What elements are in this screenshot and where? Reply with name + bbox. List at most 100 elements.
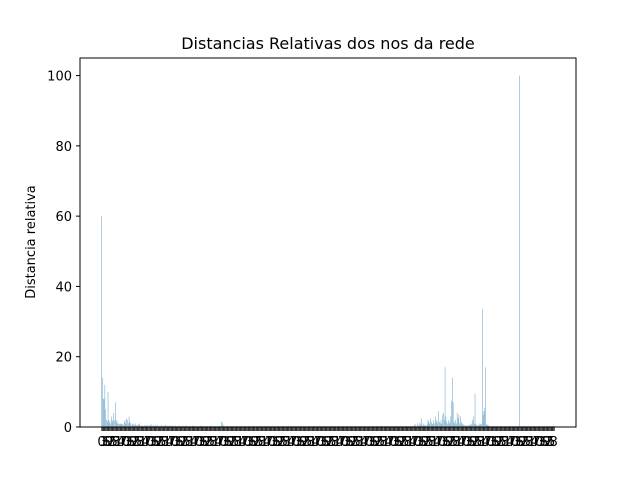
bar: [120, 424, 122, 427]
x-tick-label: 2: [423, 435, 431, 450]
x-tick-label: 0: [535, 435, 543, 450]
bar: [508, 425, 510, 427]
bar: [422, 423, 424, 427]
bar: [162, 425, 163, 427]
x-tick-label: 2: [204, 435, 212, 450]
x-tick-label: 4: [117, 435, 125, 450]
x-tick-label: 7: [314, 435, 322, 450]
bar: [302, 425, 304, 427]
bar: [528, 425, 529, 427]
bar: [477, 425, 479, 427]
bar: [146, 424, 148, 427]
bar: [320, 425, 322, 427]
bar: [168, 425, 170, 427]
x-tick-label: 0: [243, 435, 251, 450]
bar: [456, 423, 457, 427]
bar: [233, 425, 234, 427]
bar: [434, 423, 435, 427]
bar: [457, 418, 459, 427]
x-tick-label: 9: [445, 435, 453, 450]
x-tick-label: 0: [340, 435, 348, 450]
bar: [140, 425, 141, 427]
x-tick-label: 6: [321, 435, 329, 450]
bar: [430, 418, 431, 427]
x-tick-label: 1: [455, 435, 463, 450]
bar: [281, 425, 283, 427]
x-tick-label: 0: [146, 435, 154, 450]
bar: [132, 424, 133, 427]
bar: [221, 422, 223, 427]
x-tick-label: 1: [187, 435, 195, 450]
bar: [165, 424, 166, 427]
bar: [482, 309, 483, 427]
x-tick-label: 2: [520, 435, 528, 450]
bar: [190, 425, 192, 427]
bar: [359, 425, 361, 427]
x-tick-label: 8: [136, 435, 144, 450]
bar: [192, 425, 194, 427]
bar: [454, 423, 456, 427]
x-tick-label: 7: [532, 435, 540, 450]
bar: [157, 425, 159, 427]
bar: [109, 421, 110, 427]
bar: [244, 425, 246, 427]
x-tick-label: 7: [265, 435, 273, 450]
bar: [293, 425, 294, 427]
bar: [294, 425, 296, 427]
bar: [309, 425, 311, 427]
bar: [418, 425, 420, 427]
bar: [238, 425, 239, 427]
bar: [126, 418, 128, 427]
bar: [392, 425, 393, 427]
x-tick-label: 4: [360, 435, 368, 450]
y-axis-label: Distancia relativa: [24, 185, 39, 299]
x-tick-label: 3: [319, 435, 327, 450]
x-tick-label: 0: [122, 435, 130, 450]
bar: [443, 412, 444, 427]
bar: [418, 425, 419, 427]
bar: [451, 400, 452, 427]
bar: [400, 425, 401, 427]
bar: [471, 423, 473, 427]
bar: [104, 384, 106, 427]
bar: [114, 419, 115, 427]
bar: [184, 425, 186, 427]
bar: [327, 425, 328, 427]
bar: [259, 425, 260, 427]
x-tick-label: 6: [224, 435, 232, 450]
bar: [298, 425, 299, 427]
bar: [533, 425, 534, 427]
x-tick-label: 0: [486, 435, 494, 450]
x-tick-label: 3: [489, 435, 497, 450]
bar: [149, 425, 151, 427]
x-tick-label: 5: [255, 435, 263, 450]
x-tick-label: 6: [370, 435, 378, 450]
bar: [453, 421, 455, 427]
bar: [486, 424, 488, 427]
x-tick-label: 3: [246, 435, 254, 450]
bar: [484, 407, 486, 427]
bar: [486, 424, 487, 427]
bar: [183, 425, 184, 427]
x-tick-label: 4: [457, 435, 465, 450]
bar: [147, 425, 149, 427]
bar: [116, 419, 118, 427]
bar: [187, 425, 188, 427]
bar: [280, 425, 281, 427]
bar: [367, 425, 369, 427]
x-tick-label: 4: [409, 435, 417, 450]
x-tick-label: 7: [192, 435, 200, 450]
x-tick-label: 7: [144, 435, 152, 450]
bar: [155, 425, 157, 427]
bar: [505, 425, 507, 427]
bar: [144, 425, 146, 427]
bar: [433, 419, 435, 427]
x-tick-label: 3: [100, 435, 108, 450]
bar: [112, 421, 114, 427]
x-tick-label: 9: [396, 435, 404, 450]
bar: [222, 425, 224, 427]
bar: [174, 425, 175, 427]
x-tick-label: 3: [197, 435, 205, 450]
bar: [490, 425, 492, 427]
bar: [179, 425, 180, 427]
